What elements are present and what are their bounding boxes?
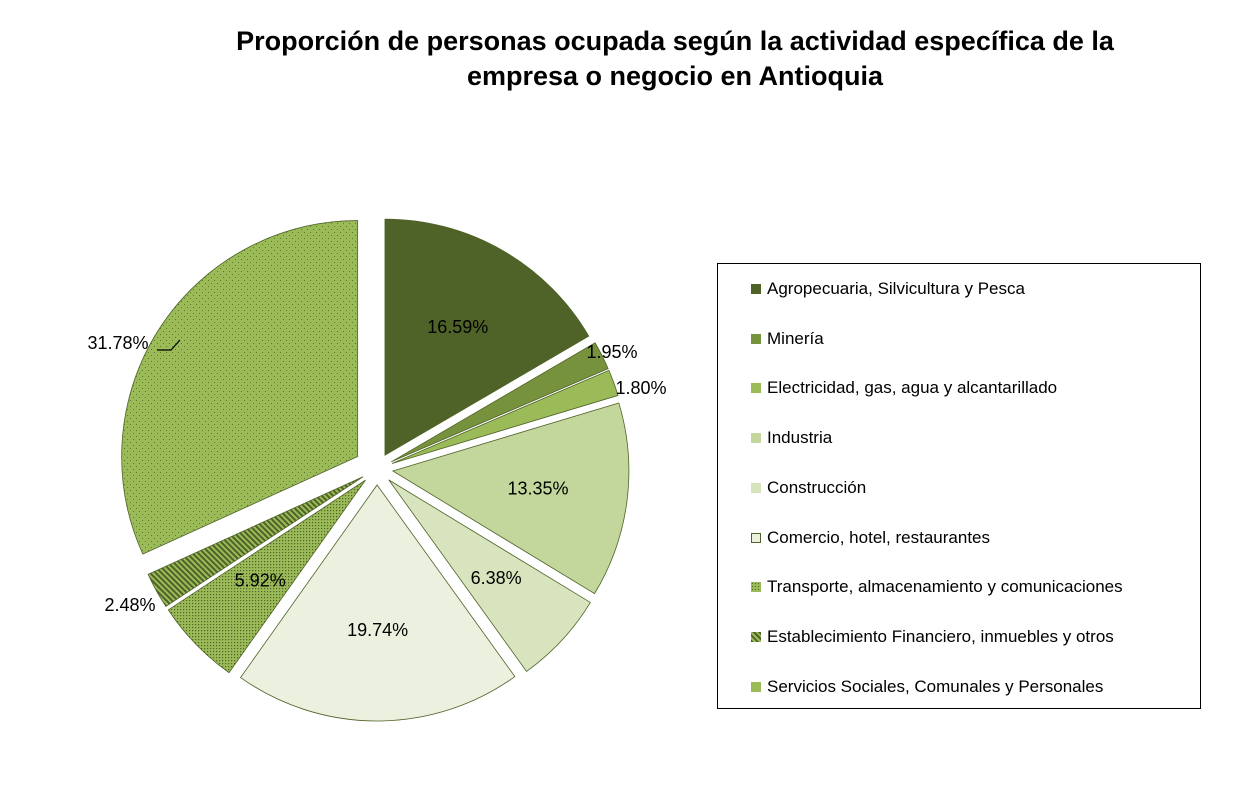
pie-slice-establecimiento-financiero-inmuebles-y-otros (147, 476, 364, 608)
pie-slice-mineria (391, 342, 609, 463)
chart-title-line-2: empresa o negocio en Antioquia (466, 61, 884, 91)
pie-slice-electricidad-gas-agua-y-alcantarillado (391, 369, 619, 464)
legend-item-comercio-hotel-restaurantes: Comercio, hotel, restaurantes (751, 527, 990, 549)
legend-label: Construcción (767, 477, 867, 497)
pie-slice-agropecuaria-silvicultura-y-pesca (384, 218, 590, 456)
pie-slice-comercio-hotel-restaurantes (239, 484, 516, 722)
legend-item-transporte-almacenamiento-y-comunicaciones: Transporte, almacenamiento y comunicacio… (751, 576, 1123, 598)
legend-swatch (751, 532, 761, 543)
slice-label-agropecuaria-silvicultura-y-pesca: 16.59% (427, 317, 488, 337)
legend-swatch (751, 631, 761, 642)
legend-swatch (751, 681, 761, 692)
legend-swatch (751, 582, 761, 593)
chart-title-line-1: Proporción de personas ocupada según la … (236, 26, 1114, 56)
slice-label-servicios-sociales-comunales-y-personales: 31.78% (87, 333, 148, 353)
pie-labels: 16.59% 1.95% 1.80% 13.35% 6.38% 19.74% 5.92% 2.… (87, 317, 666, 640)
slice-label-industria: 13.35% (507, 478, 568, 498)
slice-label-construccion: 6.38% (471, 568, 522, 588)
slice-label-establecimiento-financiero-inmuebles-y-otros: 2.48% (104, 595, 155, 615)
legend-label: Industria (767, 428, 833, 448)
legend-item-industria: Industria (751, 427, 832, 449)
legend-label: Electricidad, gas, agua y alcantarillado (767, 378, 1058, 398)
legend-swatch (751, 482, 761, 493)
legend-swatch (751, 433, 761, 444)
pie-slice-construccion (388, 479, 591, 672)
legend-label: Minería (767, 328, 824, 348)
legend-item-agropecuaria-silvicultura-y-pesca: Agropecuaria, Silvicultura y Pesca (751, 278, 1025, 300)
legend-item-servicios-sociales-comunales-y-personales: Servicios Sociales, Comunales y Personal… (751, 676, 1103, 698)
legend: Agropecuaria, Silvicultura y Pesca Minerí… (717, 263, 1201, 709)
leader-line-servicios-sociales-comunales-y-personales (157, 339, 181, 351)
legend-item-electricidad-gas-agua-y-alcantarillado: Electricidad, gas, agua y alcantarillado (751, 377, 1057, 399)
slice-label-mineria: 1.95% (586, 342, 637, 362)
slice-label-transporte-almacenamiento-y-comunicaciones: 5.92% (235, 571, 286, 591)
legend-swatch (751, 333, 761, 344)
legend-label: Comercio, hotel, restaurantes (767, 527, 990, 547)
legend-item-construccion: Construcción (751, 477, 866, 499)
legend-label: Transporte, almacenamiento y comunicacio… (767, 577, 1123, 597)
slice-label-electricidad-gas-agua-y-alcantarillado: 1.80% (615, 378, 666, 398)
legend-swatch (751, 284, 761, 294)
chart-title: Proporción de personas ocupada según la … (120, 24, 1230, 94)
legend-label: Establecimiento Financiero, inmuebles y … (767, 626, 1114, 646)
pie-slices (121, 218, 630, 722)
slice-label-comercio-hotel-restaurantes: 19.74% (347, 620, 408, 640)
legend-swatch (751, 383, 761, 394)
pie-slice-transporte-almacenamiento-y-comunicaciones (167, 479, 366, 674)
pie-slice-industria (391, 402, 630, 595)
legend-label: Agropecuaria, Silvicultura y Pesca (767, 279, 1025, 298)
legend-item-establecimiento-financiero-inmuebles-y-otros: Establecimiento Financiero, inmuebles y … (751, 626, 1114, 648)
pie-slice-servicios-sociales-comunales-y-personales (121, 220, 359, 555)
legend-item-mineria: Minería (751, 328, 824, 350)
legend-label: Servicios Sociales, Comunales y Personal… (767, 676, 1104, 696)
